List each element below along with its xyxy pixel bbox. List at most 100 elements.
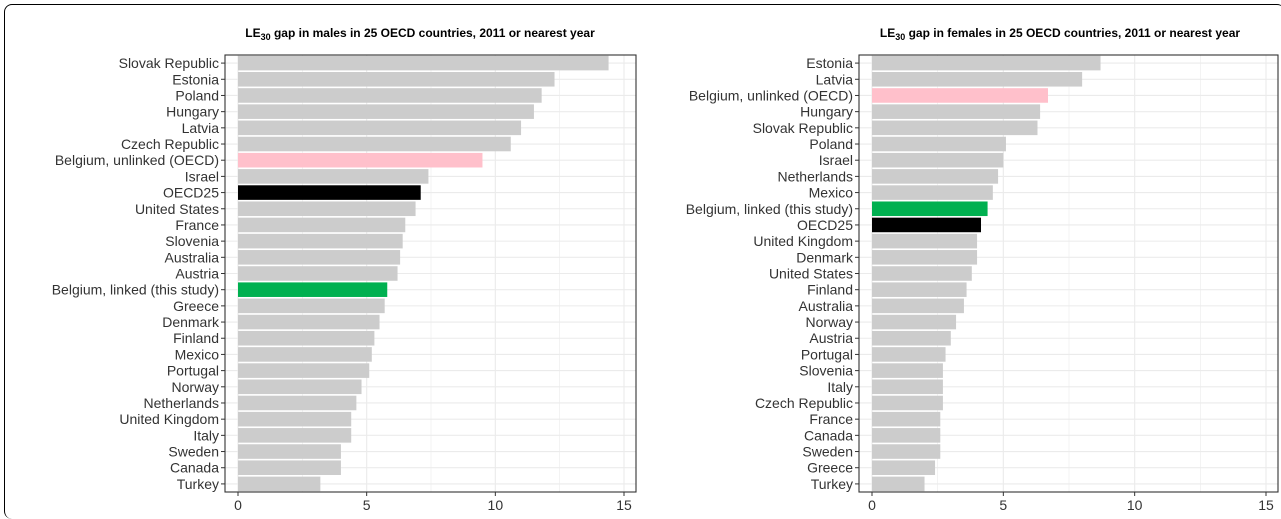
bar xyxy=(238,314,380,330)
bar xyxy=(872,169,999,184)
bar xyxy=(872,136,1006,152)
category-label: United Kingdom xyxy=(753,233,853,249)
plot-border xyxy=(858,54,1279,493)
category-label: Greece xyxy=(173,298,219,314)
category-label: Australia xyxy=(165,249,220,265)
bar xyxy=(238,169,429,184)
bar xyxy=(238,217,406,233)
category-label: Latvia xyxy=(816,71,854,87)
bar xyxy=(238,152,483,168)
bar xyxy=(238,250,401,265)
category-label: Norway xyxy=(172,379,219,395)
category-label: Turkey xyxy=(811,476,853,492)
bar xyxy=(872,298,964,314)
chart-title: LE30 gap in females in 25 OECD countries… xyxy=(880,26,1241,42)
category-label: Belgium, linked (this study) xyxy=(686,201,853,217)
category-label: Sweden xyxy=(168,444,219,460)
category-label: Finland xyxy=(173,330,219,346)
bar xyxy=(238,411,352,427)
males-bar-chart: LE30 gap in males in 25 OECD countries, … xyxy=(52,26,637,513)
category-label: Finland xyxy=(807,282,853,298)
bar xyxy=(872,363,943,378)
x-tick-label: 5 xyxy=(999,497,1007,513)
category-label: France xyxy=(809,411,853,427)
bar xyxy=(238,428,352,443)
bar xyxy=(238,88,542,103)
figure-frame xyxy=(4,4,1281,519)
category-label: Denmark xyxy=(796,249,854,265)
bar xyxy=(872,88,1048,103)
x-tick-label: 10 xyxy=(488,497,504,513)
females-bar-chart: LE30 gap in females in 25 OECD countries… xyxy=(686,26,1279,513)
category-label: Israel xyxy=(185,168,219,184)
bar xyxy=(238,233,403,249)
category-label: Slovenia xyxy=(799,363,853,379)
bar xyxy=(872,444,941,459)
bar xyxy=(872,379,943,395)
category-label: Mexico xyxy=(175,346,220,362)
bar xyxy=(238,55,609,71)
bar xyxy=(872,395,943,411)
category-label: Italy xyxy=(193,427,219,443)
bar xyxy=(238,201,416,217)
bar xyxy=(872,217,982,233)
bar xyxy=(238,120,522,136)
bar xyxy=(238,444,341,459)
category-label: Belgium, unlinked (OECD) xyxy=(689,87,853,103)
category-label: United Kingdom xyxy=(119,411,219,427)
x-tick-label: 10 xyxy=(1127,497,1143,513)
category-label: Canada xyxy=(804,427,853,443)
bar xyxy=(872,185,993,200)
category-label: Czech Republic xyxy=(755,395,853,411)
category-label: Turkey xyxy=(177,476,219,492)
category-label: United States xyxy=(135,201,219,217)
category-label: Italy xyxy=(827,379,853,395)
bar xyxy=(238,104,534,119)
males-chart-panel: LE30 gap in males in 25 OECD countries, … xyxy=(0,0,640,515)
bar xyxy=(872,314,957,330)
bar xyxy=(238,298,385,314)
bar xyxy=(238,460,341,476)
bar xyxy=(872,71,1083,87)
category-label: Portugal xyxy=(801,346,853,362)
category-label: Canada xyxy=(170,460,219,476)
bar xyxy=(238,330,375,346)
x-tick-label: 0 xyxy=(868,497,876,513)
category-label: Slovak Republic xyxy=(753,120,853,136)
bar xyxy=(238,185,421,200)
category-label: Sweden xyxy=(802,444,853,460)
category-label: Slovenia xyxy=(165,233,219,249)
bar xyxy=(872,347,946,362)
category-label: Poland xyxy=(175,87,219,103)
category-label: Denmark xyxy=(162,314,220,330)
x-tick-label: 15 xyxy=(616,497,632,513)
bar xyxy=(872,250,978,265)
bar xyxy=(872,120,1038,136)
category-label: Latvia xyxy=(182,120,220,136)
bar xyxy=(872,201,988,217)
category-label: Austria xyxy=(175,266,219,282)
bar xyxy=(238,363,370,378)
chart-title: LE30 gap in males in 25 OECD countries, … xyxy=(245,26,595,42)
bar xyxy=(872,104,1041,119)
category-label: Greece xyxy=(807,460,853,476)
bar xyxy=(872,55,1101,71)
x-tick-label: 15 xyxy=(1258,497,1274,513)
category-label: Australia xyxy=(799,298,854,314)
bar xyxy=(872,476,925,492)
category-label: Estonia xyxy=(172,71,219,87)
bar xyxy=(238,71,555,87)
category-label: Norway xyxy=(806,314,853,330)
category-label: Belgium, unlinked (OECD) xyxy=(55,152,219,168)
bar xyxy=(872,282,967,297)
category-label: Hungary xyxy=(166,104,219,120)
bar xyxy=(872,460,936,476)
bar xyxy=(238,266,398,281)
category-label: Poland xyxy=(809,136,853,152)
category-label: France xyxy=(175,217,219,233)
category-label: Belgium, linked (this study) xyxy=(52,282,219,298)
plot-border xyxy=(224,54,637,493)
x-tick-label: 5 xyxy=(363,497,371,513)
category-label: Austria xyxy=(809,330,853,346)
category-label: Slovak Republic xyxy=(119,55,219,71)
